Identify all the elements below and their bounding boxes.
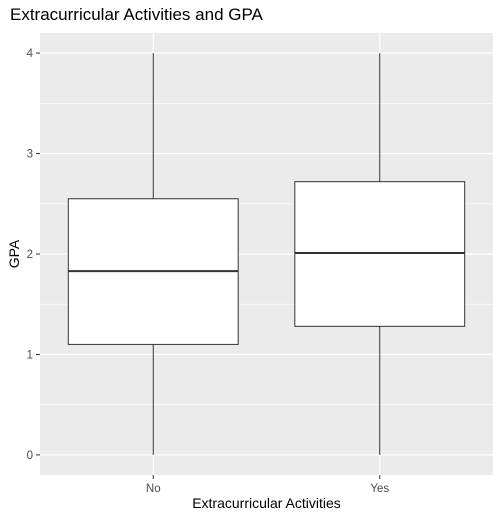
iqr-box	[294, 181, 466, 327]
chart-title: Extracurricular Activities and GPA	[10, 5, 263, 24]
x-tick-label: No	[146, 483, 161, 495]
y-axis-title: GPA	[6, 239, 22, 268]
y-tick-label: 1	[27, 349, 33, 361]
y-tick-label: 2	[27, 249, 33, 261]
x-tick-label: Yes	[370, 483, 389, 495]
y-tick-label: 0	[27, 450, 33, 462]
y-tick-label: 4	[27, 48, 34, 60]
box-no	[67, 53, 239, 455]
box-yes	[294, 53, 466, 455]
axis-layer: 0 1 2 3 4 No Yes	[27, 48, 390, 495]
y-tick-label: 3	[27, 149, 33, 161]
x-axis-title: Extracurricular Activities	[192, 495, 341, 511]
box-layer	[67, 53, 466, 455]
